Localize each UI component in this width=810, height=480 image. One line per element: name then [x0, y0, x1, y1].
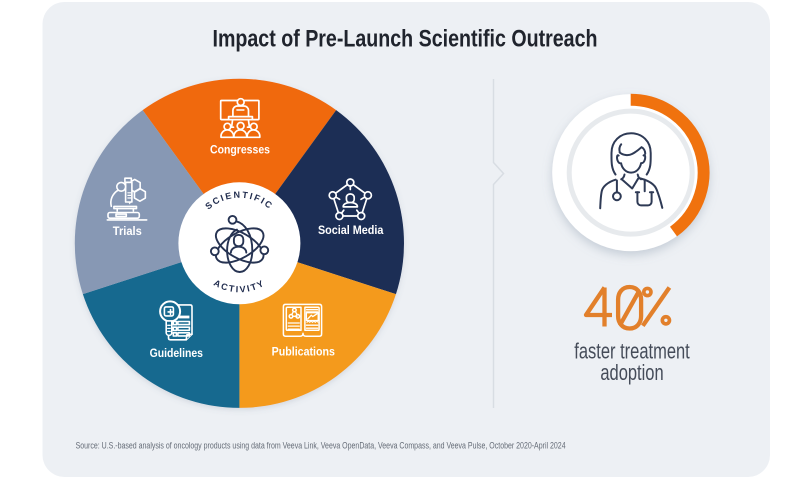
svg-text:Source: U.S.-based analysis of: Source: U.S.-based analysis of oncology … — [76, 441, 566, 451]
svg-text:Publications: Publications — [272, 345, 336, 359]
svg-text:adoption: adoption — [600, 361, 663, 386]
svg-text:Guidelines: Guidelines — [150, 346, 204, 360]
svg-text:Social Media: Social Media — [318, 223, 384, 237]
svg-text:Congresses: Congresses — [210, 143, 270, 157]
svg-text:Trials: Trials — [113, 224, 142, 238]
svg-text:Impact of Pre-Launch Scientifi: Impact of Pre-Launch Scientific Outreach — [213, 26, 598, 53]
svg-text:faster treatment: faster treatment — [574, 339, 690, 364]
